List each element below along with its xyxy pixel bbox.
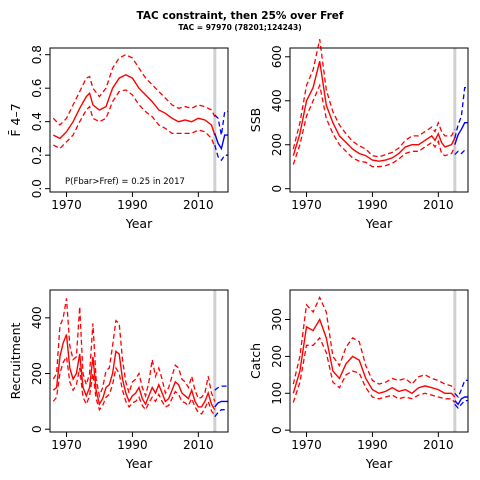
historic-upper-line [52,298,216,402]
y-tick-label: 0 [270,426,284,434]
x-tick-label: 1990 [357,198,388,212]
y-tick-label: 400 [30,306,44,329]
projection-lower-line [214,144,228,162]
projection-upper-line [214,110,228,136]
plot-frame [289,289,469,433]
x-axis-label: Year [125,456,153,471]
plot-frame [289,47,469,193]
projection-lower-line [214,409,228,418]
y-axis-label: Recruitment [8,323,23,400]
projection-upper-line [454,379,468,399]
historic-median-line [52,74,216,140]
projection-upper-line [214,385,228,391]
y-tick-label: 300 [270,308,284,331]
projection-upper-line [454,86,468,139]
historic-lower-line [292,83,456,168]
y-tick-label: 400 [270,89,284,112]
x-tick-label: 1970 [291,198,322,212]
historic-upper-line [52,53,216,126]
y-tick-label: 0.4 [30,112,44,131]
x-axis-label: Year [125,216,153,231]
panel-3: 1970 1990 2010 0 200 400 Year Recruitment [8,289,229,471]
y-tick-label: 200 [30,362,44,385]
x-tick-label: 2010 [183,198,214,212]
x-tick-label: 1990 [357,438,388,452]
y-tick-label: 0.2 [30,146,44,165]
projection-median-line [214,400,228,408]
y-tick-label: 0.8 [30,45,44,64]
x-tick-label: 2010 [183,438,214,452]
figure-title: TAC constraint, then 25% over Fref [136,10,344,22]
y-axis-label: F̄ 4–7 [8,103,23,136]
projection-median-line [454,396,468,406]
projection-median-line [454,122,468,145]
plot-frame [49,289,229,433]
x-tick-label: 1970 [291,438,322,452]
annotation-text: P(Fbar>Fref) = 0.25 in 2017 [65,177,185,187]
y-tick-label: 0 [270,185,284,193]
plot-frame [49,47,229,193]
y-tick-label: 200 [270,345,284,368]
y-tick-label: 200 [270,133,284,156]
panel-1: 1970 1990 2010 0.0 0.2 0.4 0.6 0.8 Year F̄ 4–7 P(F… [8,45,229,231]
x-tick-label: 1970 [51,198,82,212]
historic-median-line [52,334,216,411]
y-axis-label: Catch [248,343,263,379]
projection-lower-line [454,149,468,156]
figure-subtitle: TAC = 97970 (78201;124243) [178,23,302,32]
y-tick-label: 100 [270,382,284,405]
x-tick-label: 2010 [423,198,454,212]
x-axis-label: Year [365,456,393,471]
y-axis-label: SSB [248,108,263,132]
y-tick-label: 0 [30,425,44,433]
historic-upper-line [292,39,456,158]
y-tick-label: 0.0 [30,179,44,198]
x-tick-label: 1990 [117,438,148,452]
historic-upper-line [292,295,456,391]
y-tick-label: 600 [270,45,284,68]
historic-lower-line [53,89,216,150]
y-tick-label: 0.6 [30,79,44,98]
panel-4: 1970 1990 2010 0 100 200 300 Year Catch [248,289,469,471]
x-tick-label: 1970 [51,438,82,452]
projection-lower-line [454,399,468,409]
x-axis-label: Year [365,216,393,231]
historic-median-line [292,61,456,162]
panel-2: 1970 1990 2010 0 200 400 600 Year SSB [248,39,469,231]
historic-median-line [292,317,456,398]
historic-lower-line [52,354,216,416]
x-tick-label: 1990 [117,198,148,212]
projection-median-line [214,133,228,151]
historic-lower-line [292,336,456,403]
x-tick-label: 2010 [423,438,454,452]
